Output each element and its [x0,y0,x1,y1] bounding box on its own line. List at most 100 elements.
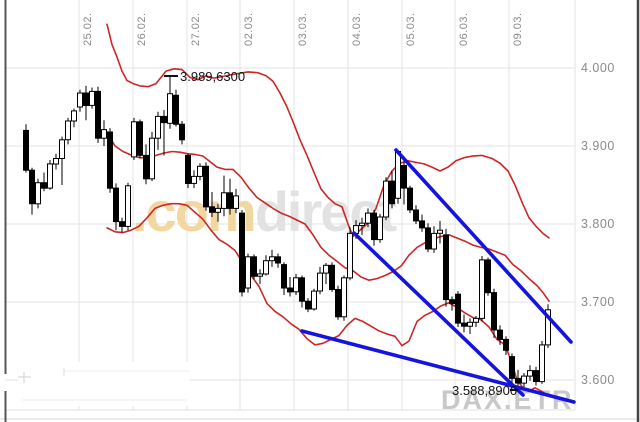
candle-body-up [527,370,533,377]
candle-body-up [311,290,317,310]
low-marker-dash [510,389,518,391]
candle-body-down [227,192,233,209]
x-axis-label-05-03: 05.03. [405,12,417,46]
candle-body-up [101,129,107,139]
candle-body-down [41,182,47,189]
candle-body-up [257,273,263,277]
high-marker-dash [164,75,178,77]
candle-body-down [497,329,503,341]
candle-body-up [365,212,371,224]
candle-body-down [281,264,287,289]
instrument-watermark: DAX.ETR [441,385,574,415]
y-axis-label-3700: 3.700 [581,295,615,309]
candle-body-down [119,221,125,227]
candle-body-up [149,137,155,180]
x-axis-label-26-02: 26.02. [136,12,148,46]
candle-body-up [35,182,41,205]
bollinger-middle-band [106,131,550,303]
candle-body-up [47,163,53,189]
x-axis-label-02-03: 02.03. [243,12,255,46]
candle-body-up [167,93,173,124]
x-axis-label-25-02: 25.02. [82,12,94,46]
candle-body-up [323,264,329,274]
candle-body-up [395,151,401,199]
low-price-annotation: 3.588,8900 [452,383,518,398]
candle-body-down [419,220,425,229]
candle-body-up [293,277,299,293]
candle-body-up [215,207,221,213]
candle-body-up [317,272,323,292]
candle-body-up [539,344,545,383]
candle-body-up [377,216,383,241]
candle-body-down [425,227,431,250]
candle-body-up [155,115,161,139]
candle-body-up [263,260,269,275]
render-artifact-box [18,362,190,406]
candle-body-down [179,123,185,141]
candle-body-down [413,209,419,222]
candle-body-down [173,94,179,125]
candle-body-up [65,120,71,141]
candle-body-down [287,287,293,293]
y-axis-label-3600: 3.600 [581,373,615,387]
trendline-channel-top-line [394,148,573,344]
candle-body-down [329,264,335,290]
candle-body-up [125,185,131,227]
candle-body-up [191,175,197,184]
candle-body-down [389,180,395,205]
y-axis-label-3900: 3.900 [581,139,615,153]
candle-body-up [431,232,437,250]
candle-body-up [71,110,77,122]
candle-body-down [143,154,149,180]
candle-body-up [77,92,83,108]
candle-body-up [233,195,239,209]
candle-body-up [521,375,527,384]
candle-body-up [197,165,203,177]
candle-body-down [503,338,509,351]
candle-body-down [455,293,461,324]
candle-body-up [269,256,275,262]
candle-body-up [221,192,227,209]
candle-body-down [305,300,311,310]
candle-body-up [545,309,551,346]
candle-body-down [443,234,449,301]
candle-body-up [59,139,65,160]
x-axis-label-06-03: 06.03. [458,12,470,46]
candle-body-up [359,222,365,226]
x-axis-label-03-03: 03.03. [297,12,309,46]
candle-body-up [341,277,347,318]
candle-body-down [515,377,521,384]
high-price-annotation: 3.989,6300 [180,69,246,84]
candle-body-down [161,115,167,124]
x-axis-label-09-03: 09.03. [512,12,524,46]
trendline-support-line [300,329,576,404]
candle-body-down [137,121,143,156]
candle-body-down [113,187,119,223]
candle-body-down [83,92,89,106]
y-axis-label-4000: 4.000 [581,61,615,75]
candle-body-down [23,129,29,171]
candle-body-up [131,121,137,158]
candle-body-up [467,321,473,327]
candle-body-down [107,131,113,189]
candle-body-down [407,187,413,211]
candle-body-up [53,158,59,165]
candle-body-up [347,232,353,279]
candle-body-up [473,317,479,323]
bollinger-lower-band [106,202,550,397]
candle-body-down [29,169,35,205]
candle-body-up [89,90,95,106]
candle-body-down [461,322,467,327]
candle-body-down [509,356,515,379]
x-axis-label-27-02: 27.02. [190,12,202,46]
candle-body-up [479,259,485,319]
candle-body-down [533,370,539,383]
candle-body-down [449,299,455,305]
candle-body-down [203,165,209,208]
candle-body-down [401,165,407,189]
candle-body-up [245,256,251,289]
candle-body-down [209,206,215,213]
candle-body-down [371,212,377,241]
